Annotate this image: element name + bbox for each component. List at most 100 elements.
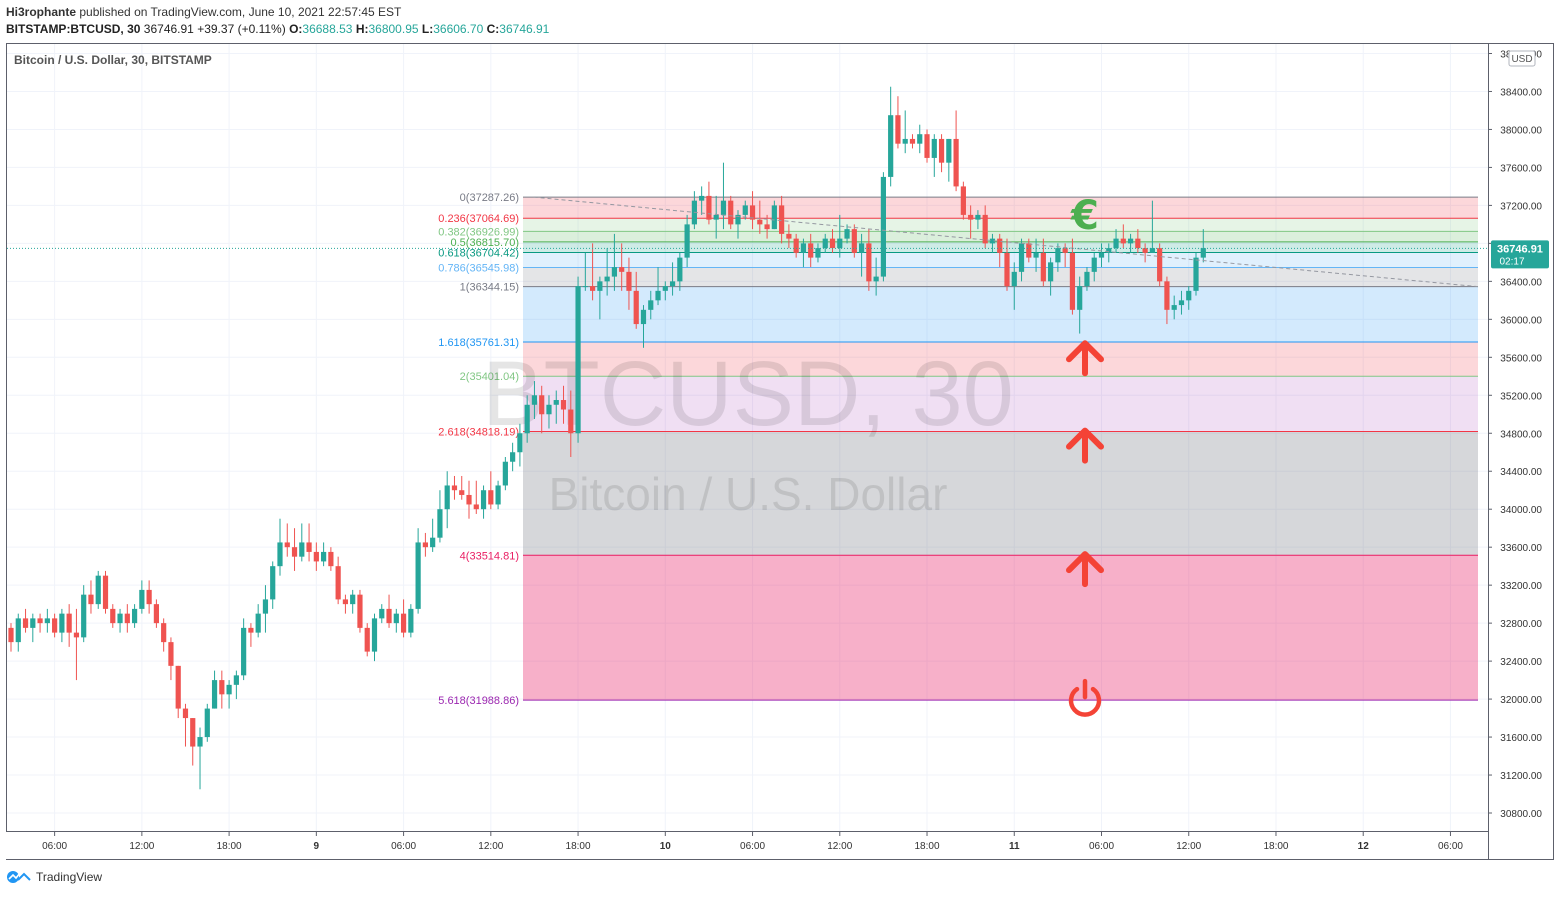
- candle[interactable]: [1113, 229, 1119, 253]
- candle[interactable]: [1048, 257, 1054, 296]
- candle[interactable]: [931, 134, 937, 177]
- arrow-up-icon[interactable]: [1066, 427, 1104, 464]
- candle[interactable]: [851, 224, 857, 258]
- candle[interactable]: [808, 233, 814, 268]
- candle[interactable]: [1164, 276, 1170, 325]
- candle[interactable]: [1004, 238, 1010, 291]
- candle[interactable]: [451, 475, 458, 500]
- candle[interactable]: [488, 471, 494, 510]
- candle[interactable]: [771, 200, 777, 230]
- candle[interactable]: [1011, 262, 1017, 310]
- candle[interactable]: [1018, 238, 1025, 282]
- candle[interactable]: [786, 224, 792, 249]
- candle[interactable]: [1098, 243, 1105, 268]
- candle[interactable]: [335, 556, 341, 605]
- candle[interactable]: [626, 257, 632, 310]
- candle[interactable]: [619, 243, 625, 291]
- power-icon[interactable]: [1068, 678, 1102, 717]
- candle[interactable]: [102, 570, 109, 614]
- candle[interactable]: [880, 172, 886, 282]
- candle[interactable]: [975, 210, 981, 230]
- candle[interactable]: [1077, 276, 1083, 334]
- candle[interactable]: [1171, 295, 1177, 320]
- candle[interactable]: [924, 129, 930, 163]
- time-axis[interactable]: 06:00 12:00 18:00 9 06:00 12:00 18:00 10 06:00 12…: [42, 832, 1463, 852]
- candle[interactable]: [531, 381, 538, 420]
- candle[interactable]: [262, 585, 269, 633]
- candle[interactable]: [182, 703, 189, 747]
- candle[interactable]: [153, 599, 159, 628]
- candle[interactable]: [539, 385, 545, 434]
- candle[interactable]: [321, 542, 327, 567]
- candle[interactable]: [800, 238, 807, 268]
- fib-extension[interactable]: 0(37287.26) 0.236(37064.69)0.382(36926.99…: [438, 192, 1478, 707]
- candle[interactable]: [902, 110, 908, 154]
- candle[interactable]: [277, 518, 283, 576]
- author-name[interactable]: Hi3rophante: [6, 5, 77, 19]
- candle[interactable]: [793, 233, 799, 258]
- candle[interactable]: [190, 718, 196, 766]
- candle[interactable]: [226, 680, 232, 709]
- candle[interactable]: [219, 670, 225, 709]
- candle[interactable]: [444, 471, 450, 529]
- candle[interactable]: [342, 594, 349, 614]
- candle[interactable]: [611, 233, 618, 291]
- candle[interactable]: [81, 585, 87, 643]
- candle[interactable]: [989, 233, 996, 253]
- candle[interactable]: [400, 599, 407, 638]
- arrow-up-icon[interactable]: [1066, 551, 1104, 588]
- candle[interactable]: [1120, 224, 1126, 249]
- candle[interactable]: [633, 271, 639, 329]
- candle[interactable]: [640, 305, 647, 348]
- candle[interactable]: [909, 134, 916, 149]
- arrow-up-icon[interactable]: [1066, 340, 1104, 377]
- candle[interactable]: [430, 518, 436, 552]
- euro-icon[interactable]: €: [1070, 193, 1099, 239]
- candle[interactable]: [328, 547, 334, 571]
- trend-line[interactable]: [7, 196, 1488, 288]
- candle[interactable]: [1142, 243, 1148, 263]
- candle[interactable]: [364, 623, 370, 657]
- candle[interactable]: [684, 214, 690, 268]
- candle[interactable]: [255, 604, 261, 638]
- candle[interactable]: [146, 580, 152, 614]
- candle[interactable]: [1186, 286, 1192, 310]
- candle[interactable]: [1033, 238, 1039, 272]
- candle[interactable]: [815, 243, 821, 263]
- candle[interactable]: [648, 290, 654, 320]
- candle[interactable]: [575, 276, 581, 443]
- footer-brand[interactable]: TradingView: [36, 870, 103, 884]
- candle[interactable]: [858, 233, 865, 277]
- candle[interactable]: [1127, 233, 1134, 253]
- candle[interactable]: [560, 385, 567, 424]
- candle[interactable]: [313, 542, 319, 571]
- candle[interactable]: [582, 252, 588, 291]
- candle[interactable]: [1040, 238, 1046, 287]
- candle[interactable]: [306, 523, 312, 562]
- candle[interactable]: [371, 613, 378, 662]
- candle[interactable]: [699, 186, 705, 215]
- candle[interactable]: [284, 523, 290, 557]
- candle[interactable]: [742, 200, 748, 220]
- candle[interactable]: [982, 205, 988, 249]
- candle[interactable]: [459, 475, 465, 500]
- candle[interactable]: [1193, 252, 1199, 296]
- candle[interactable]: [568, 390, 574, 457]
- candle[interactable]: [44, 608, 50, 633]
- candle[interactable]: [415, 528, 421, 614]
- candle[interactable]: [662, 281, 668, 301]
- candle[interactable]: [1178, 290, 1185, 315]
- candle[interactable]: [502, 456, 508, 491]
- candle[interactable]: [168, 637, 174, 681]
- tradingview-logo-icon[interactable]: [6, 870, 32, 884]
- candle[interactable]: [669, 262, 676, 296]
- candle[interactable]: [37, 613, 43, 633]
- candle[interactable]: [175, 665, 181, 719]
- candle[interactable]: [386, 594, 392, 628]
- candle[interactable]: [241, 618, 247, 681]
- candle[interactable]: [866, 229, 872, 291]
- candle[interactable]: [15, 613, 21, 652]
- candle[interactable]: [1026, 238, 1032, 263]
- candle[interactable]: [270, 561, 276, 609]
